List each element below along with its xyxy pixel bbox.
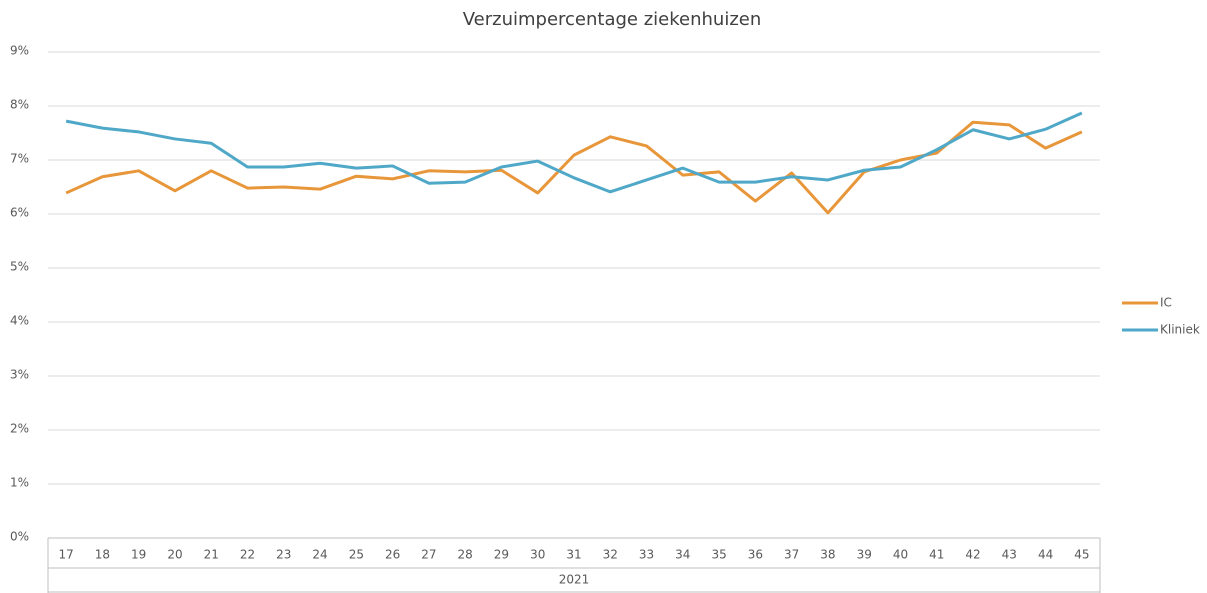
- chart-title: Verzuimpercentage ziekenhuizen: [463, 9, 762, 30]
- x-tick-label: 23: [276, 548, 291, 562]
- legend-label: IC: [1160, 296, 1172, 310]
- x-tick-label: 18: [95, 548, 110, 562]
- x-tick-label: 28: [458, 548, 473, 562]
- y-tick-label: 6%: [10, 206, 29, 220]
- x-tick-label: 19: [131, 548, 146, 562]
- y-tick-label: 4%: [10, 314, 29, 328]
- x-tick-label: 33: [639, 548, 654, 562]
- x-tick-label: 21: [204, 548, 219, 562]
- y-tick-label: 2%: [10, 422, 29, 436]
- x-tick-label: 27: [421, 548, 436, 562]
- x-tick-label: 44: [1038, 548, 1053, 562]
- x-tick-label: 32: [603, 548, 618, 562]
- legend-label: Kliniek: [1160, 323, 1200, 337]
- x-tick-label: 26: [385, 548, 400, 562]
- x-tick-label: 39: [857, 548, 872, 562]
- x-tick-label: 37: [784, 548, 799, 562]
- y-tick-label: 3%: [10, 368, 29, 382]
- x-tick-label: 43: [1002, 548, 1017, 562]
- x-tick-label: 24: [312, 548, 327, 562]
- y-tick-label: 8%: [10, 98, 29, 112]
- series-line: [65, 111, 1083, 194]
- x-tick-label: 34: [675, 548, 690, 562]
- x-tick-label: 45: [1074, 548, 1089, 562]
- x-group-label: 2021: [559, 573, 590, 587]
- x-tick-label: 41: [929, 548, 944, 562]
- series-line: [65, 120, 1083, 215]
- x-tick-label: 22: [240, 548, 255, 562]
- x-tick-label: 30: [530, 548, 545, 562]
- x-tick-label: 25: [349, 548, 364, 562]
- y-tick-label: 7%: [10, 152, 29, 166]
- x-tick-label: 17: [58, 548, 73, 562]
- y-tick-label: 9%: [10, 44, 29, 58]
- y-tick-label: 0%: [10, 530, 29, 544]
- x-tick-label: 31: [566, 548, 581, 562]
- x-tick-label: 42: [965, 548, 980, 562]
- y-tick-label: 1%: [10, 476, 29, 490]
- x-tick-label: 29: [494, 548, 509, 562]
- x-tick-label: 38: [820, 548, 835, 562]
- x-tick-label: 36: [748, 548, 763, 562]
- x-tick-label: 35: [711, 548, 726, 562]
- x-tick-label: 40: [893, 548, 908, 562]
- x-tick-label: 20: [167, 548, 182, 562]
- y-tick-label: 5%: [10, 260, 29, 274]
